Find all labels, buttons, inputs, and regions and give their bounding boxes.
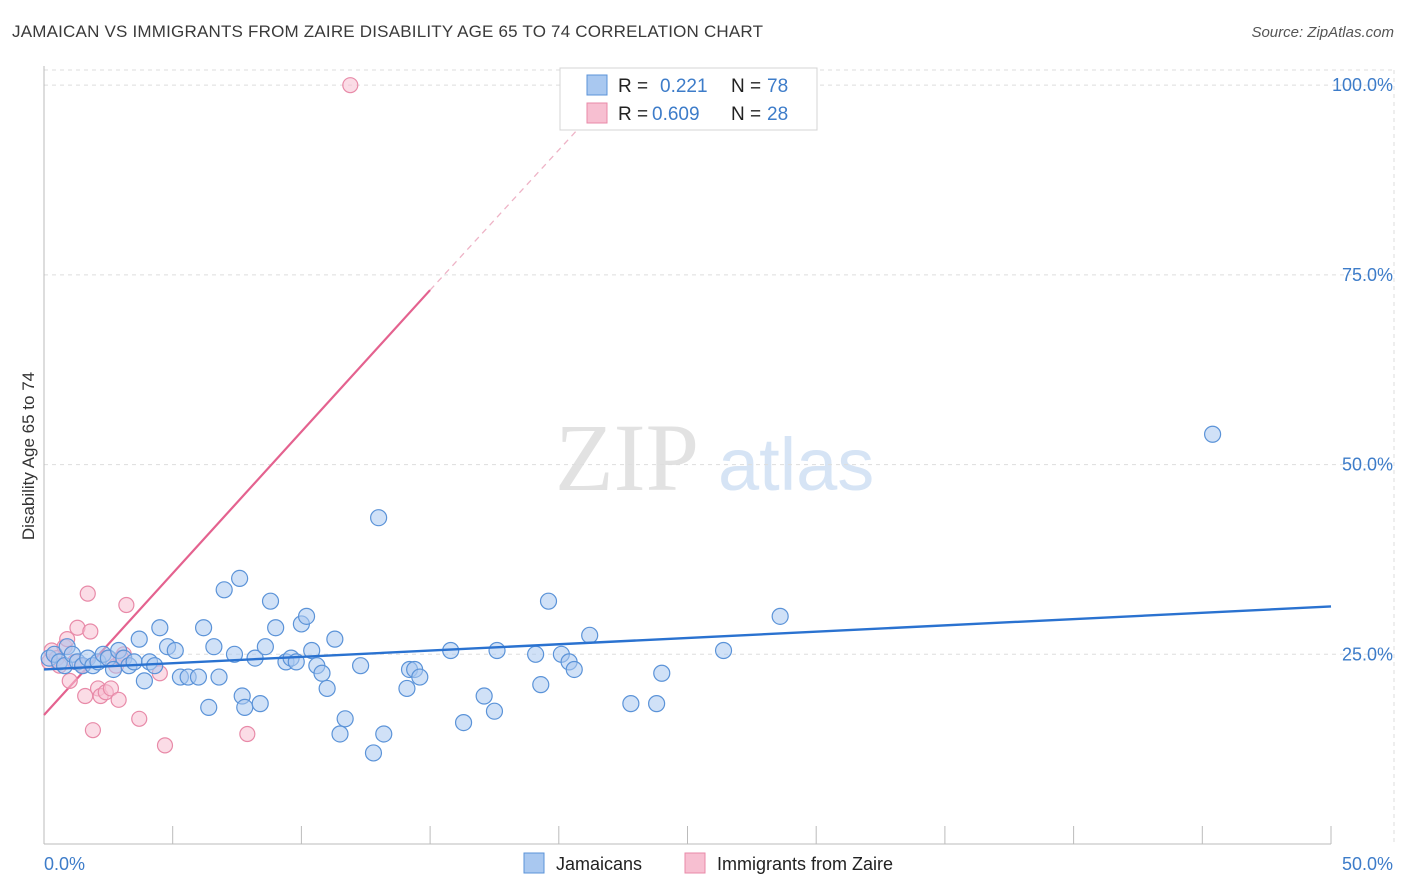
jamaican-point-57 [375, 725, 393, 743]
zaire-point-12 [82, 623, 99, 640]
jamaican-point-36 [236, 698, 254, 717]
y-axis-label: Disability Age 65 to 74 [19, 372, 38, 540]
zaire-point-6 [61, 672, 78, 689]
jamaican-point-52 [331, 725, 349, 743]
jamaican-point-78 [771, 607, 789, 625]
jamaican-point-21 [146, 657, 164, 675]
series-legend: Jamaicans Immigrants from Zaire [523, 852, 893, 874]
y-tick-label-2: 75.0% [1342, 265, 1393, 285]
jamaican-point-32 [215, 581, 233, 599]
watermark-zip: ZIP [555, 404, 699, 511]
jamaican-point-76 [653, 664, 671, 682]
jamaican-point-50 [318, 679, 336, 698]
legend-swatch-pink [586, 102, 608, 124]
jamaican-point-30 [205, 638, 223, 656]
jamaican-points [40, 425, 1332, 762]
jamaican-point-17 [125, 653, 143, 671]
jamaican-point-19 [135, 672, 153, 690]
jamaican-point-38 [251, 695, 269, 713]
jamaican-point-63 [454, 713, 473, 732]
legend-n-label-2: N = [731, 104, 761, 125]
zaire-point-20 [110, 691, 127, 708]
jamaican-point-49 [313, 664, 331, 682]
jamaican-point-33 [225, 645, 244, 663]
y-tick-label-0: 25.0% [1342, 644, 1393, 664]
trend-lines [43, 107, 598, 716]
correlation-legend: R = 0.221 N = 78 R = 0.609 N = 28 [559, 67, 818, 131]
tick-labels: 25.0% 50.0% 75.0% 100.0% 0.0% 50.0% [44, 75, 1393, 874]
jamaican-point-75 [648, 695, 666, 713]
jamaican-point-53 [336, 710, 354, 728]
legend-n-value-1: 78 [767, 76, 788, 97]
legend-r-value-1: 0.221 [660, 76, 708, 97]
jamaican-point-56 [370, 509, 388, 527]
jamaican-point-18 [130, 630, 148, 648]
jamaican-point-68 [532, 676, 550, 694]
zaire-point-11 [79, 585, 96, 602]
jamaican-point-22 [151, 619, 169, 637]
jamaican-point-69 [539, 592, 558, 610]
legend-swatch-blue [586, 74, 608, 96]
y-tick-label-1: 50.0% [1342, 455, 1393, 475]
jamaican-point-31 [210, 668, 228, 686]
jamaican-point-58 [398, 679, 416, 698]
jamaican-point-47 [303, 641, 321, 660]
zaire-trend-extension [429, 107, 598, 291]
jamaican-point-29 [200, 698, 218, 717]
jamaican-point-34 [231, 569, 249, 588]
jamaican-point-51 [326, 630, 344, 648]
legend-r-value-2: 0.609 [652, 104, 700, 125]
zaire-point-28 [342, 77, 359, 94]
legend-r-label-1: R = [618, 76, 648, 97]
jamaican-point-65 [485, 702, 504, 720]
jamaican-point-39 [256, 638, 274, 656]
x-tick-label-end: 50.0% [1342, 854, 1393, 874]
zaire-point-13 [84, 722, 102, 739]
series-label-zaire: Immigrants from Zaire [717, 854, 893, 874]
zaire-point-24 [131, 710, 148, 727]
jamaican-trend-line [43, 605, 1332, 671]
jamaican-point-46 [297, 607, 316, 625]
jamaican-point-64 [475, 687, 493, 705]
legend-n-value-2: 28 [767, 104, 788, 125]
zaire-trend-line [43, 289, 431, 716]
jamaican-point-61 [411, 668, 429, 686]
y-tick-label-3: 100.0% [1332, 75, 1393, 95]
zaire-point-23 [118, 596, 135, 614]
jamaican-point-55 [364, 744, 383, 762]
jamaican-point-41 [267, 619, 285, 637]
jamaican-point-72 [565, 660, 583, 679]
legend-r-label-2: R = [618, 104, 648, 125]
jamaican-point-77 [714, 641, 733, 660]
jamaican-point-27 [189, 668, 208, 686]
zaire-point-27 [239, 725, 256, 743]
jamaican-point-40 [261, 592, 280, 610]
x-tick-label-start: 0.0% [44, 854, 85, 874]
series-swatch-jamaicans [523, 852, 545, 874]
jamaican-point-67 [527, 645, 545, 663]
zaire-point-26 [156, 737, 174, 754]
series-swatch-zaire [684, 852, 706, 874]
jamaican-point-74 [622, 695, 640, 713]
jamaican-point-28 [194, 619, 213, 637]
jamaican-point-79 [1203, 425, 1222, 443]
source-credit: Source: ZipAtlas.com [1251, 24, 1394, 41]
jamaican-point-66 [488, 641, 506, 660]
chart-title: JAMAICAN VS IMMIGRANTS FROM ZAIRE DISABI… [12, 22, 764, 41]
legend-n-label-1: N = [731, 76, 761, 97]
jamaican-point-24 [166, 641, 184, 660]
jamaican-point-54 [352, 657, 370, 675]
jamaican-point-73 [581, 626, 599, 644]
zaire-point-18 [102, 680, 120, 697]
series-label-jamaicans: Jamaicans [556, 854, 642, 874]
